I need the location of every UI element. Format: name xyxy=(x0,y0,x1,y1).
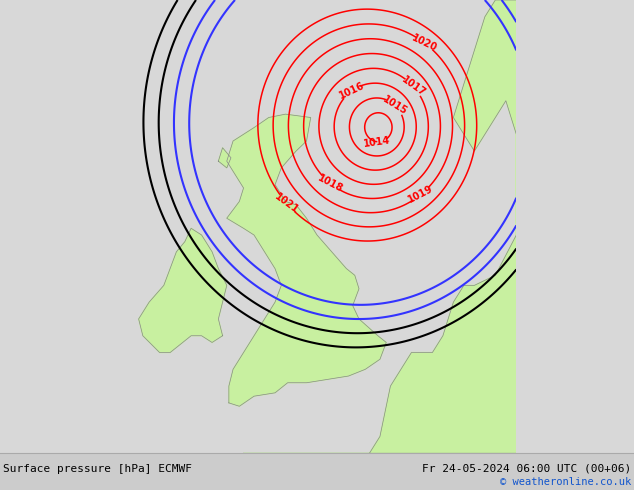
Polygon shape xyxy=(243,235,516,490)
Text: 1020: 1020 xyxy=(410,33,439,53)
FancyBboxPatch shape xyxy=(0,453,634,490)
Text: Fr 24-05-2024 06:00 UTC (00+06): Fr 24-05-2024 06:00 UTC (00+06) xyxy=(422,464,631,473)
Text: 1016: 1016 xyxy=(337,81,366,101)
Text: 1015: 1015 xyxy=(381,94,409,117)
Polygon shape xyxy=(453,0,516,235)
Polygon shape xyxy=(227,114,386,406)
Text: 1014: 1014 xyxy=(363,135,391,148)
Polygon shape xyxy=(516,151,527,235)
Polygon shape xyxy=(139,228,227,352)
Text: © weatheronline.co.uk: © weatheronline.co.uk xyxy=(500,477,631,487)
Text: 1017: 1017 xyxy=(399,74,427,98)
Polygon shape xyxy=(218,147,231,168)
Text: 1018: 1018 xyxy=(316,172,344,194)
Text: 1021: 1021 xyxy=(273,192,301,216)
Text: Surface pressure [hPa] ECMWF: Surface pressure [hPa] ECMWF xyxy=(3,464,192,473)
Text: 1019: 1019 xyxy=(406,184,435,205)
